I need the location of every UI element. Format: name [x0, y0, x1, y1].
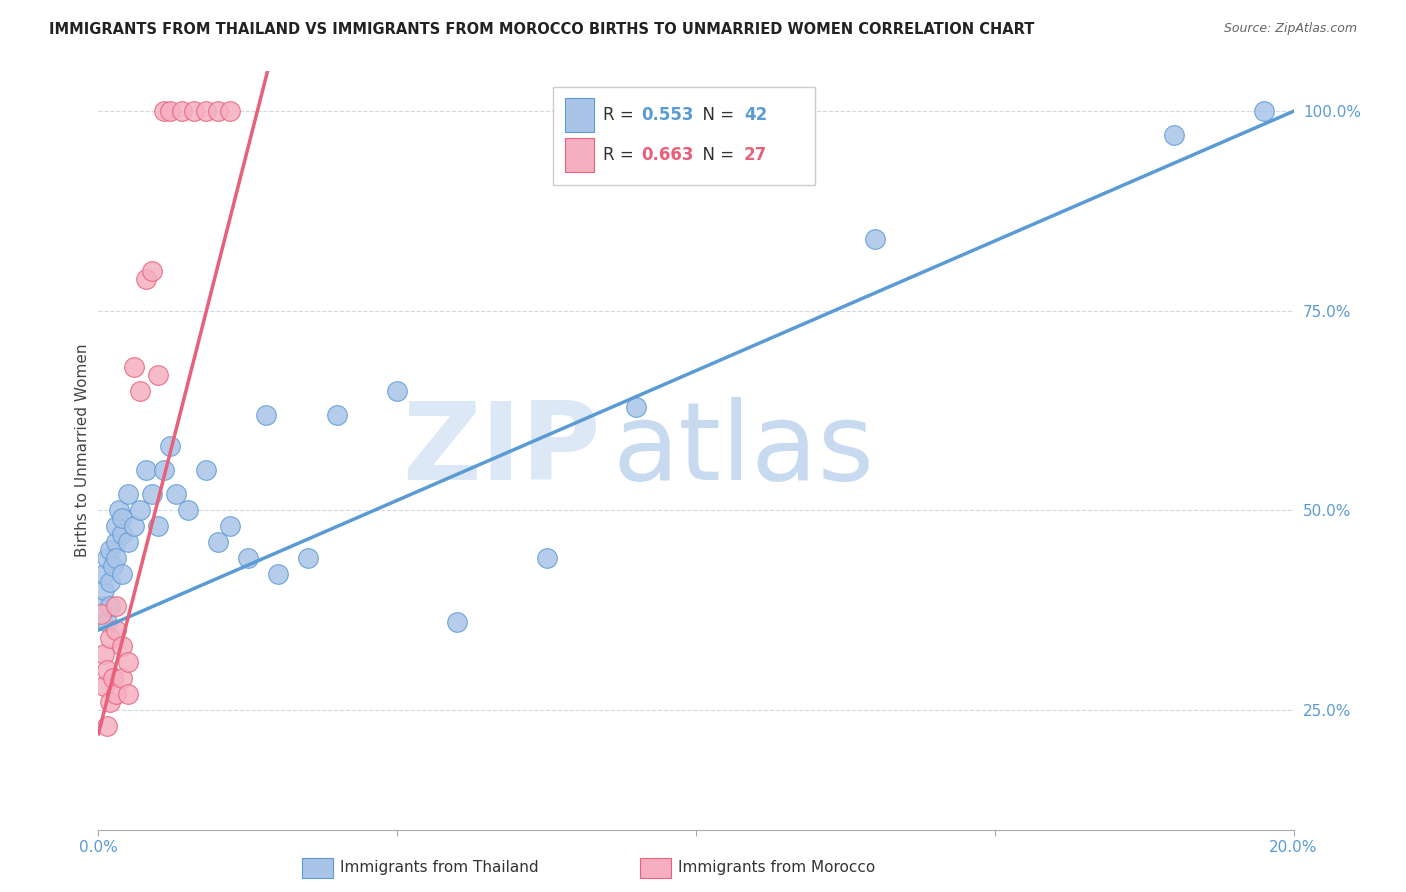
- Text: Immigrants from Morocco: Immigrants from Morocco: [678, 860, 875, 874]
- Text: 0.663: 0.663: [641, 145, 693, 164]
- Point: [117, 655, 139, 669]
- Point: [865, 232, 887, 246]
- Point: [111, 671, 134, 685]
- Point: [153, 463, 176, 477]
- Text: ZIP: ZIP: [402, 398, 600, 503]
- Point: [129, 503, 152, 517]
- Point: [103, 559, 125, 574]
- Point: [105, 519, 128, 533]
- Point: [219, 519, 242, 533]
- Point: [195, 104, 218, 119]
- Point: [98, 695, 122, 709]
- Text: R =: R =: [603, 106, 638, 124]
- Text: atlas: atlas: [613, 398, 875, 503]
- Point: [98, 543, 122, 558]
- Point: [385, 384, 409, 398]
- Point: [117, 535, 139, 549]
- Point: [165, 487, 187, 501]
- FancyBboxPatch shape: [565, 98, 595, 132]
- Point: [108, 503, 131, 517]
- Point: [93, 647, 115, 661]
- Point: [135, 463, 157, 477]
- Text: 27: 27: [744, 145, 768, 164]
- Point: [148, 368, 170, 382]
- Text: Source: ZipAtlas.com: Source: ZipAtlas.com: [1223, 22, 1357, 36]
- Text: N =: N =: [692, 106, 740, 124]
- Point: [626, 400, 648, 414]
- Point: [90, 599, 112, 613]
- Point: [117, 687, 139, 701]
- Point: [172, 104, 194, 119]
- Point: [159, 440, 181, 454]
- Point: [183, 104, 205, 119]
- Point: [536, 551, 558, 566]
- Point: [90, 607, 112, 621]
- FancyBboxPatch shape: [565, 137, 595, 172]
- Point: [254, 408, 277, 422]
- Point: [98, 599, 122, 613]
- Point: [105, 623, 128, 637]
- Point: [124, 359, 146, 374]
- Point: [105, 687, 128, 701]
- Point: [98, 631, 122, 645]
- FancyBboxPatch shape: [553, 87, 815, 186]
- Point: [98, 575, 122, 590]
- Point: [111, 639, 134, 653]
- Point: [103, 671, 125, 685]
- Point: [297, 551, 319, 566]
- Point: [148, 519, 170, 533]
- Point: [207, 535, 229, 549]
- Point: [326, 408, 349, 422]
- Point: [96, 719, 118, 733]
- Point: [207, 104, 229, 119]
- Point: [177, 503, 200, 517]
- Text: 42: 42: [744, 106, 768, 124]
- Point: [153, 104, 176, 119]
- Text: Immigrants from Thailand: Immigrants from Thailand: [340, 860, 538, 874]
- Point: [124, 519, 146, 533]
- Point: [236, 551, 259, 566]
- Point: [93, 679, 115, 693]
- Point: [93, 583, 115, 598]
- Point: [96, 663, 118, 677]
- Text: R =: R =: [603, 145, 638, 164]
- Point: [105, 535, 128, 549]
- Y-axis label: Births to Unmarried Women: Births to Unmarried Women: [75, 343, 90, 558]
- Text: N =: N =: [692, 145, 740, 164]
- Point: [96, 615, 118, 629]
- Point: [117, 487, 139, 501]
- Point: [1163, 128, 1185, 143]
- Text: 0.553: 0.553: [641, 106, 693, 124]
- Point: [141, 487, 163, 501]
- Point: [111, 527, 134, 541]
- Point: [111, 511, 134, 525]
- Point: [93, 567, 115, 582]
- Point: [105, 551, 128, 566]
- Point: [159, 104, 181, 119]
- Point: [267, 567, 290, 582]
- Point: [141, 264, 163, 278]
- Text: IMMIGRANTS FROM THAILAND VS IMMIGRANTS FROM MOROCCO BIRTHS TO UNMARRIED WOMEN CO: IMMIGRANTS FROM THAILAND VS IMMIGRANTS F…: [49, 22, 1035, 37]
- Point: [195, 463, 218, 477]
- Point: [219, 104, 242, 119]
- Point: [1253, 104, 1275, 119]
- Point: [111, 567, 134, 582]
- Point: [105, 599, 128, 613]
- Point: [135, 272, 157, 286]
- Point: [446, 615, 468, 629]
- Point: [96, 551, 118, 566]
- Point: [129, 384, 152, 398]
